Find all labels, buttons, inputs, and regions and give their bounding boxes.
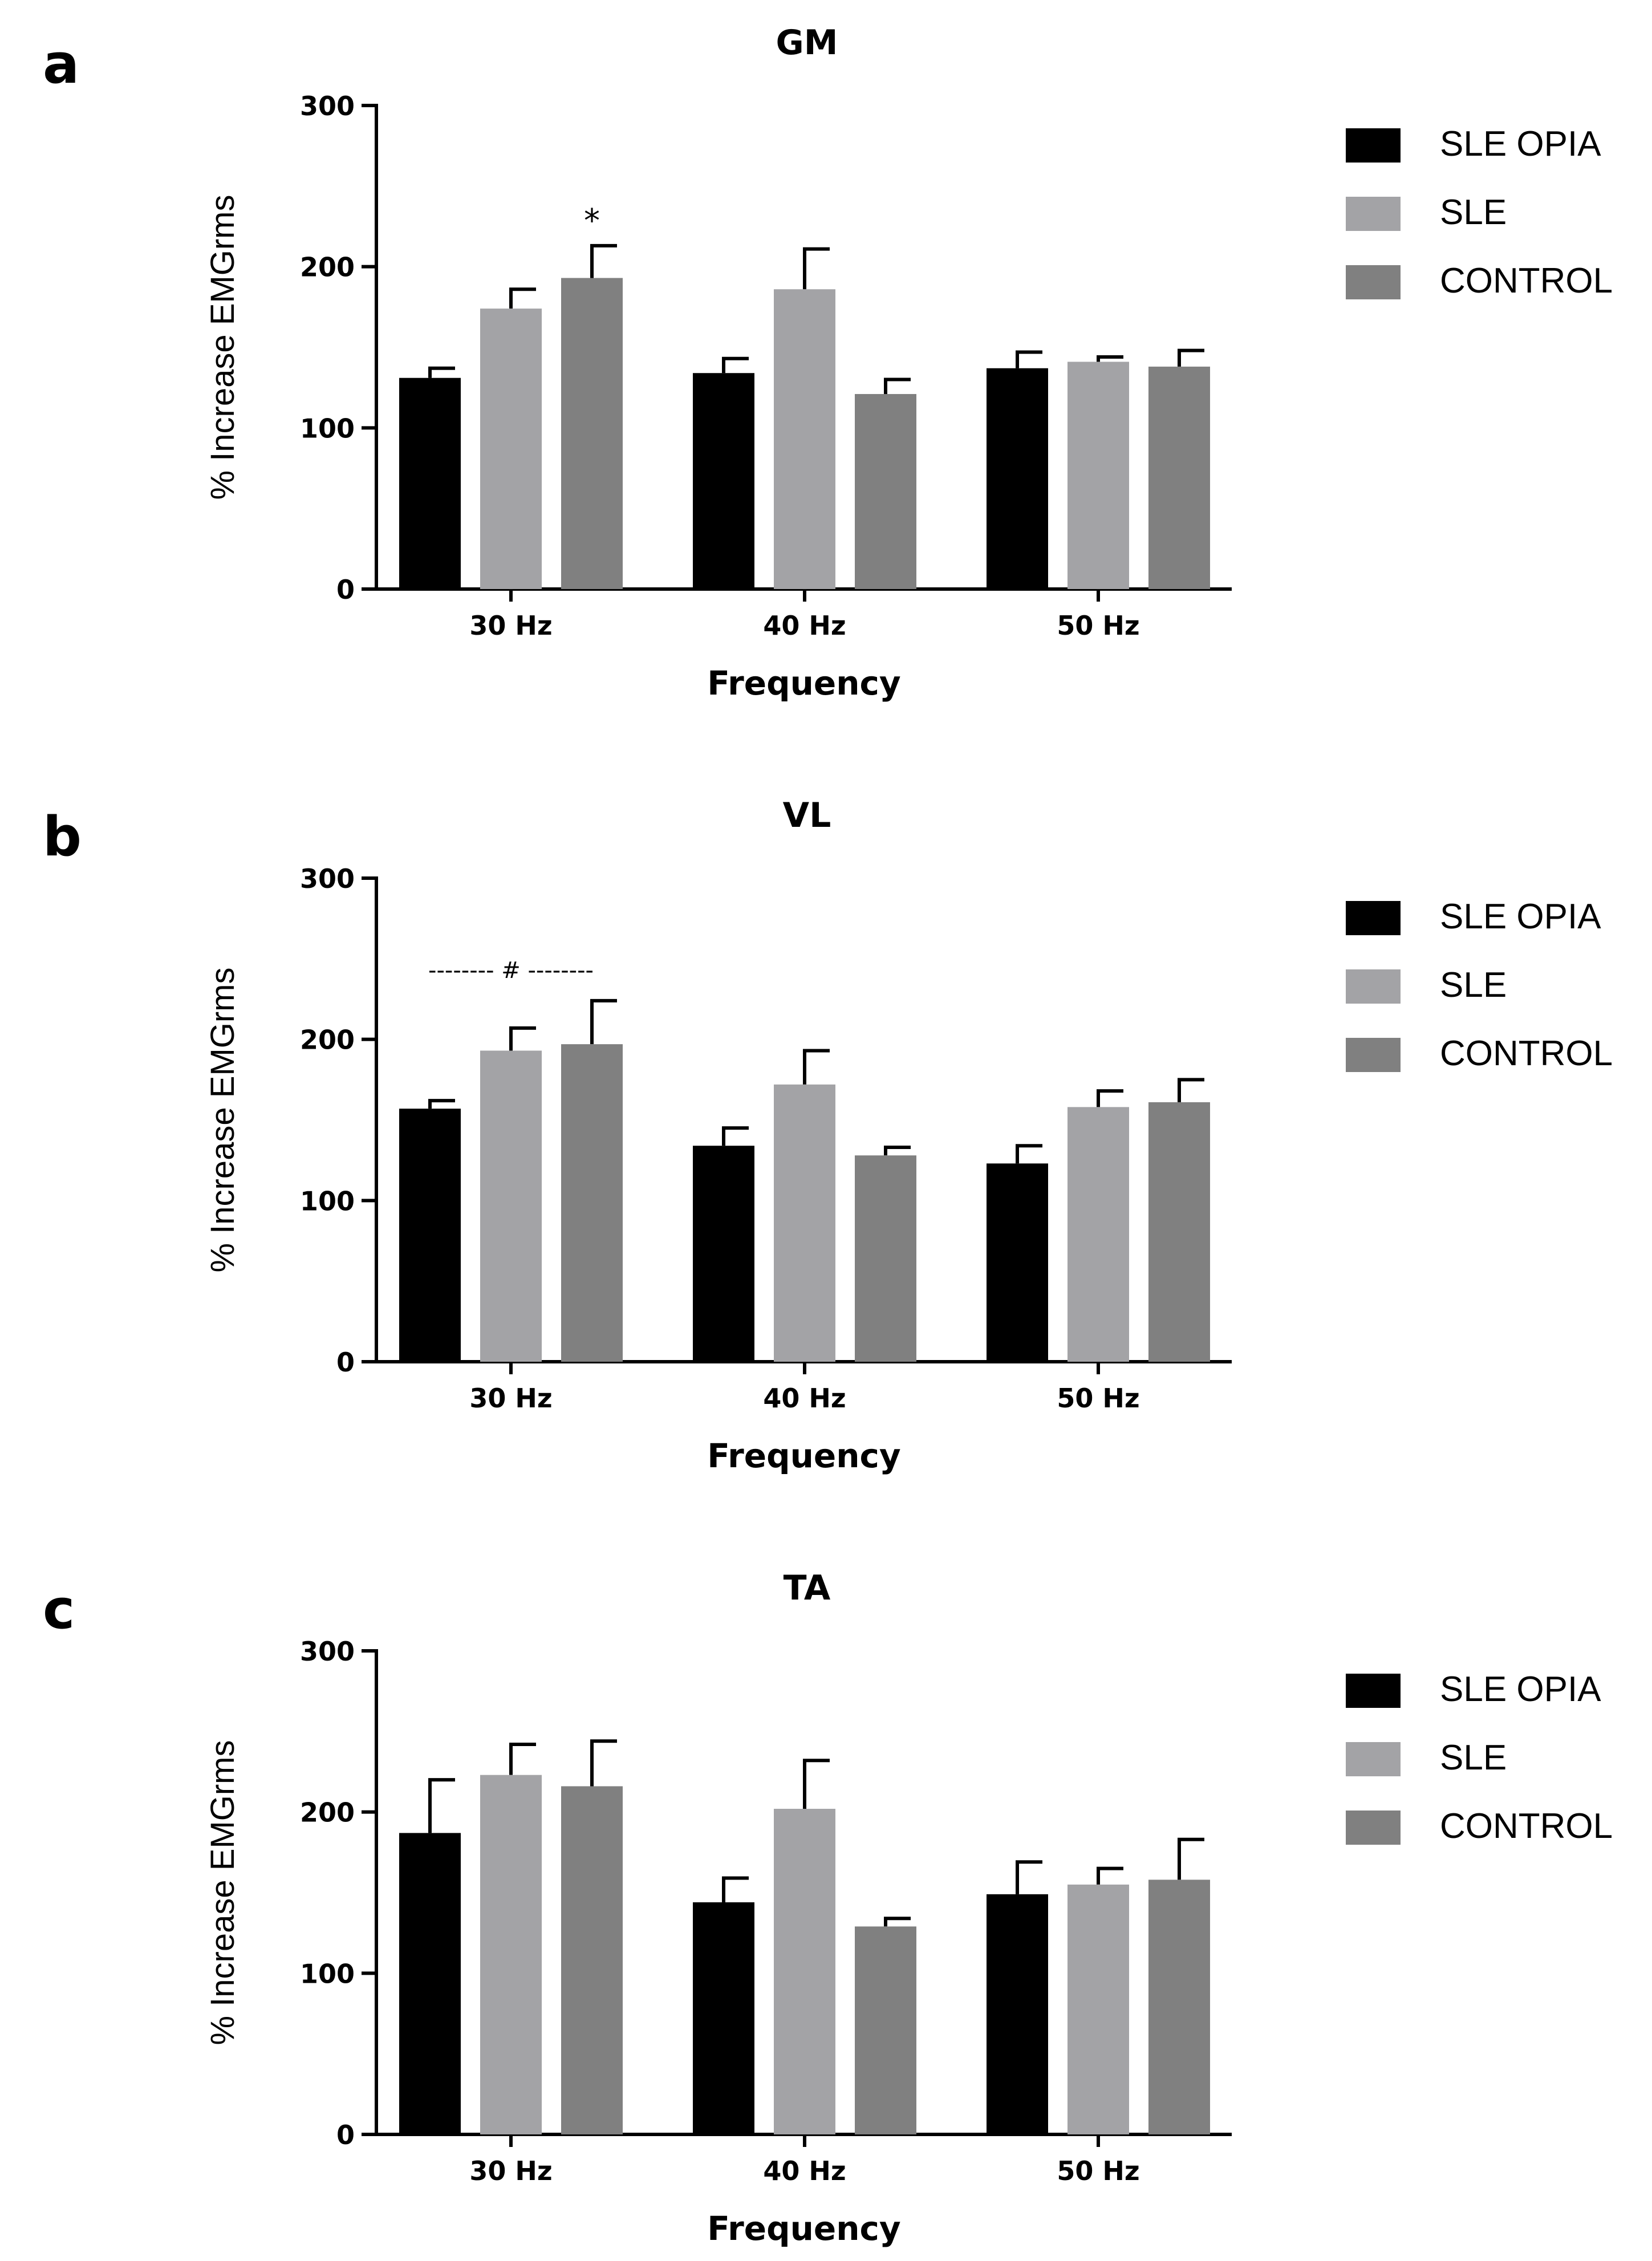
y-tick-label: 0 <box>336 2120 355 2150</box>
bar <box>987 1163 1048 1362</box>
panel-letter: a <box>43 33 79 96</box>
bar <box>561 278 623 589</box>
bar <box>480 1050 542 1362</box>
x-category-label: 30 Hz <box>469 1383 552 1414</box>
bar <box>1148 1102 1210 1362</box>
bar <box>693 1146 754 1362</box>
bar <box>855 1155 916 1362</box>
x-category-label: 50 Hz <box>1057 610 1139 641</box>
chart-title: TA <box>784 1568 831 1608</box>
bar <box>987 1894 1048 2134</box>
legend-swatch <box>1346 265 1401 299</box>
bar <box>1148 1880 1210 2134</box>
x-axis-title: Frequency <box>707 1436 900 1475</box>
bar <box>399 1109 461 1362</box>
x-category-label: 40 Hz <box>763 610 846 641</box>
y-axis-title: % Increase EMGrms <box>204 195 241 500</box>
legend-label: SLE OPIA <box>1440 1670 1601 1709</box>
chart-panel-c: c TA 0 100 200 300 % Increase EMGrms 30 Hz 40 Hz… <box>43 1568 1613 2248</box>
bar <box>561 1044 623 1362</box>
bar <box>987 368 1048 589</box>
bar <box>1067 1884 1129 2134</box>
legend-label: SLE <box>1440 193 1507 232</box>
bar <box>774 1084 835 1362</box>
y-tick-label: 300 <box>300 91 355 121</box>
bar <box>855 1926 916 2134</box>
legend-swatch <box>1346 128 1401 163</box>
y-tick-label: 300 <box>300 863 355 894</box>
x-category-label: 30 Hz <box>469 610 552 641</box>
significance-marker: * <box>584 202 600 240</box>
legend-label: SLE <box>1440 1738 1507 1777</box>
bar <box>480 1775 542 2134</box>
panel-letter: c <box>43 1578 75 1641</box>
legend-label: CONTROL <box>1440 261 1613 301</box>
x-category-label: 50 Hz <box>1057 1383 1139 1414</box>
x-category-label: 40 Hz <box>763 2156 846 2186</box>
bar <box>855 393 916 589</box>
x-category-label: 50 Hz <box>1057 2156 1139 2186</box>
legend-swatch <box>1346 197 1401 231</box>
y-tick-label: 300 <box>300 1636 355 1667</box>
bar <box>774 1809 835 2134</box>
legend-label: CONTROL <box>1440 1807 1613 1846</box>
y-tick-label: 100 <box>300 413 355 444</box>
legend-swatch <box>1346 901 1401 935</box>
x-category-label: 30 Hz <box>469 2156 552 2186</box>
legend-label: CONTROL <box>1440 1034 1613 1073</box>
bar <box>693 373 754 589</box>
legend-label: SLE <box>1440 965 1507 1005</box>
y-axis-title: % Increase EMGrms <box>204 1740 241 2045</box>
y-tick-label: 0 <box>336 574 355 605</box>
y-tick-label: 100 <box>300 1186 355 1216</box>
chart-title: VL <box>783 795 831 835</box>
bar <box>1148 366 1210 589</box>
y-tick-label: 200 <box>300 252 355 283</box>
legend-label: SLE OPIA <box>1440 897 1601 936</box>
y-tick-label: 200 <box>300 1797 355 1828</box>
chart-panel-b: b VL 0 100 200 300 % Increase EMGrms 30 Hz 40 Hz… <box>43 795 1613 1475</box>
chart-panel-a: a GM 0 100 200 300 % Increase EMGrms 30 Hz 40 Hz… <box>43 23 1613 703</box>
y-tick-label: 100 <box>300 1958 355 1989</box>
bar <box>480 308 542 589</box>
legend-swatch <box>1346 1742 1401 1776</box>
legend-label: SLE OPIA <box>1440 124 1601 164</box>
bar <box>693 1902 754 2134</box>
bar <box>1067 362 1129 589</box>
bar <box>774 289 835 589</box>
legend-swatch <box>1346 1811 1401 1845</box>
x-axis-title: Frequency <box>707 2209 900 2248</box>
bar <box>399 1833 461 2134</box>
significance-bracket: -------- # -------- <box>428 957 594 984</box>
y-tick-label: 0 <box>336 1347 355 1378</box>
x-axis-title: Frequency <box>707 664 900 703</box>
y-tick-label: 200 <box>300 1025 355 1056</box>
legend-swatch <box>1346 1674 1401 1708</box>
bar <box>1067 1107 1129 1362</box>
chart-title: GM <box>776 23 838 63</box>
x-category-label: 40 Hz <box>763 1383 846 1414</box>
bar <box>561 1786 623 2134</box>
panel-letter: b <box>43 806 82 868</box>
legend-swatch <box>1346 1038 1401 1072</box>
bar <box>399 377 461 589</box>
legend-swatch <box>1346 969 1401 1004</box>
y-axis-title: % Increase EMGrms <box>204 968 241 1273</box>
